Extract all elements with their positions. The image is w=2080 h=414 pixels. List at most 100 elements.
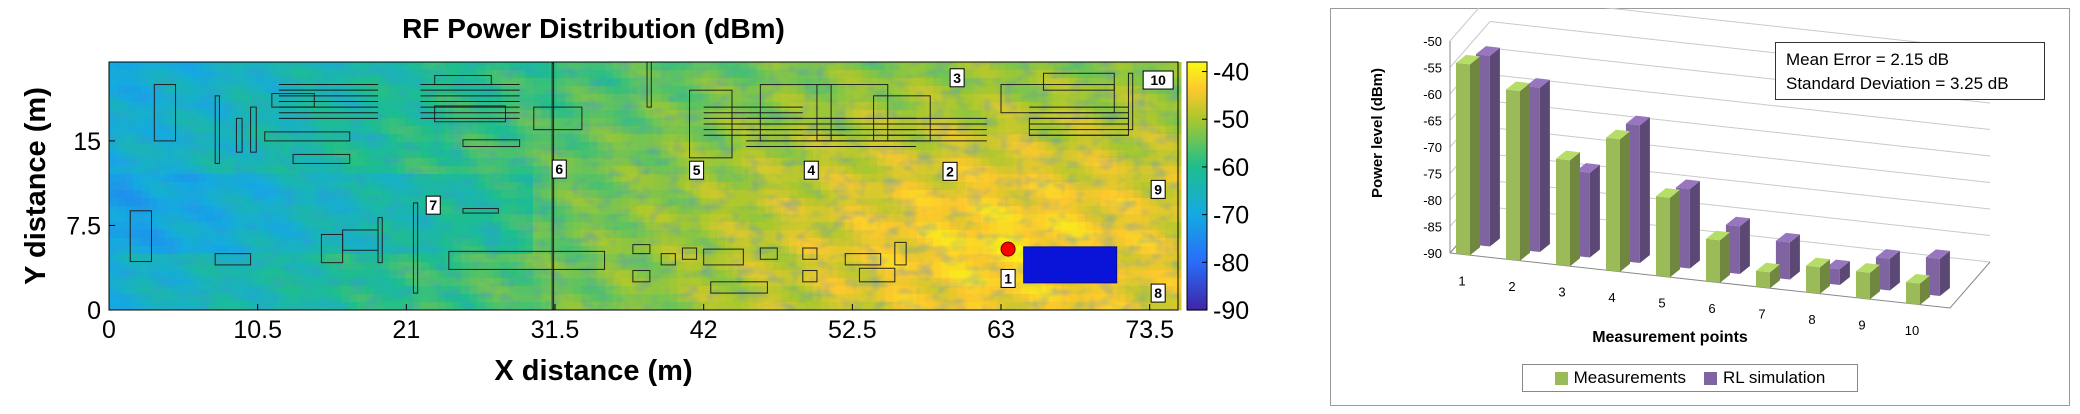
bar-rl-simulation-1-side: [1489, 47, 1500, 247]
colorbar-segment: [1187, 140, 1207, 144]
floorplan-object: [153, 84, 177, 142]
measurement-point-box: [803, 160, 819, 180]
bar-chart-legend: Measurements RL simulation: [1522, 364, 1858, 392]
colorbar-segment: [1187, 186, 1207, 189]
floorplan-object: [632, 244, 651, 255]
colorbar-segment: [1187, 71, 1207, 75]
colorbar-segment: [1187, 128, 1207, 132]
colorbar-segment: [1187, 300, 1207, 304]
measurement-point-6: 6: [551, 159, 567, 179]
colorbar-segment: [1187, 267, 1207, 271]
bar-measurements-2: [1506, 81, 1530, 261]
x-tick-label: 63: [987, 316, 1015, 344]
y-tick-label: -70: [1423, 140, 1442, 155]
colorbar-segment: [1187, 276, 1207, 280]
bar-measurements-3-front: [1556, 158, 1570, 267]
x-tick-label: 1: [1458, 274, 1465, 289]
colorbar-segment: [1187, 171, 1207, 175]
legend-label-measurements: Measurements: [1573, 368, 1687, 387]
colorbar-segment: [1187, 152, 1207, 156]
colorbar-segment: [1187, 205, 1207, 209]
floorplan-object: [214, 95, 220, 164]
floorplan-object: [660, 253, 676, 266]
mean-error-label: Mean Error = 2.15 dB: [1786, 50, 1950, 69]
y-tick-label: -75: [1423, 167, 1442, 182]
x-tick-label: 73.5: [1125, 316, 1174, 344]
colorbar-segment: [1187, 76, 1207, 80]
x-tick-label: 21: [392, 316, 420, 344]
colorbar-segment: [1187, 236, 1207, 240]
legend-swatch-measurements: [1554, 371, 1568, 385]
bar-measurements-9-side: [1870, 264, 1880, 300]
floorplan-object: [377, 217, 383, 264]
colorbar-segment: [1187, 252, 1207, 256]
rf-power-heatmap-figure: 1 2 3 4 5 6 7 8 9 10 0 10.5 21 31.5 42 52.5 63 73.5 0 7.5 15…: [20, 13, 1249, 387]
floorplan-object: [264, 131, 351, 142]
colorbar-frame: [1186, 61, 1208, 311]
colorbar-segment: [1187, 245, 1207, 249]
colorbar-segment: [1187, 250, 1207, 254]
measurement-point-label: 9: [1154, 181, 1162, 197]
colorbar-segment: [1187, 274, 1207, 278]
bar-measurements-4-front: [1606, 137, 1620, 272]
colorbar-segment: [1187, 93, 1207, 96]
measurement-point-box: [1142, 70, 1174, 90]
std-deviation-label: Standard Deviation = 3.25 dB: [1786, 74, 2009, 93]
colorbar-segment: [1187, 295, 1207, 299]
bar-rl-simulation-4-side: [1639, 117, 1650, 264]
bar-measurements-6: [1706, 230, 1730, 283]
colorbar-segment: [1187, 135, 1207, 139]
gridline: [1489, 100, 1991, 157]
colorbar-segment: [1187, 169, 1207, 173]
floorplan-object: [710, 281, 768, 294]
floorplan-object: [1042, 72, 1115, 91]
colorbar-segment: [1187, 188, 1207, 192]
bar-measurements-10-side: [1920, 275, 1930, 305]
x-tick-label: 2: [1508, 279, 1515, 294]
colorbar-segment: [1187, 243, 1207, 247]
colorbar-segment: [1187, 178, 1207, 182]
floorplan-object: [802, 247, 818, 260]
bar-rl-simulation-1-top: [1475, 46, 1500, 56]
bar-measurements-10-top: [1906, 273, 1930, 284]
bar-rl-simulation-7-side: [1789, 234, 1800, 280]
colorbar-segment: [1187, 281, 1207, 285]
colorbar-segment: [1187, 143, 1207, 147]
bar-measurements-5-top: [1656, 188, 1680, 198]
colorbar-segment: [1187, 202, 1207, 206]
colorbar-segment: [1187, 119, 1207, 123]
bar-measurements-10-front: [1906, 281, 1920, 305]
bar-measurements-10: [1906, 273, 1930, 305]
y-tick-label: 7.5: [66, 212, 101, 240]
colorbar-segment: [1187, 231, 1207, 235]
colorbar-segment: [1187, 195, 1207, 199]
colorbar-segment: [1187, 279, 1207, 282]
measurement-point-5: 5: [689, 160, 705, 180]
bar-measurements-9-top: [1856, 263, 1880, 273]
colorbar-segment: [1187, 283, 1207, 287]
measurement-point-3: 3: [949, 68, 965, 88]
bar-rl-simulation-8-top: [1825, 259, 1850, 270]
colorbar-segment: [1187, 197, 1207, 201]
colorbar-segment: [1187, 228, 1207, 232]
colorbar-segment: [1187, 145, 1207, 149]
colorbar-tick-label: -50: [1213, 106, 1249, 134]
measurement-point-label: 8: [1154, 285, 1162, 301]
heatmap-frame: [108, 61, 1179, 311]
bar-measurements-1: [1456, 54, 1480, 256]
bar-rl-simulation-3-side: [1589, 164, 1600, 258]
x-tick-label: 10: [1905, 323, 1919, 338]
colorbar-segment: [1187, 164, 1207, 168]
colorbar-segment: [1187, 271, 1207, 275]
bar-rl-simulation-7-top: [1775, 232, 1800, 243]
colorbar-segment: [1187, 269, 1207, 273]
bar-rl-simulation-6-top: [1725, 216, 1750, 227]
receiver-block: [1023, 246, 1118, 284]
y-axis-label: Power level (dBm): [1369, 68, 1386, 198]
bar-measurements-7-side: [1770, 264, 1780, 289]
bar-measurements-6-top: [1706, 230, 1730, 241]
colorbar-segment: [1187, 159, 1207, 163]
colorbar-segment: [1187, 255, 1207, 259]
bar-rl-simulation-10: [1925, 249, 1950, 297]
floorplan-object: [1127, 72, 1134, 131]
